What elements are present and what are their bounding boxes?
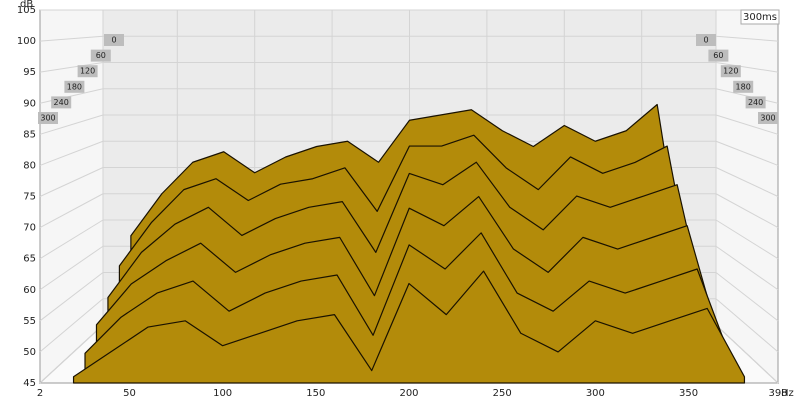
grid-line [39, 193, 104, 229]
x-axis-unit: Hz [781, 388, 794, 399]
time-label-right: 0 [703, 36, 708, 45]
y-tick-label: 75 [23, 192, 36, 203]
x-tick-label: 200 [399, 388, 418, 399]
time-label-left: 180 [67, 82, 82, 91]
time-label-left: 120 [80, 67, 95, 76]
time-label-right: 60 [713, 51, 723, 60]
grid-line [39, 35, 104, 42]
time-label-box [51, 96, 72, 109]
grid-line [715, 219, 779, 260]
y-tick-label: 95 [23, 67, 36, 78]
grid-line [39, 245, 104, 291]
grid-line [39, 167, 104, 197]
x-tick-label: 250 [493, 388, 512, 399]
time-label-box [745, 96, 766, 109]
slices [72, 103, 746, 384]
y-tick-label: 60 [23, 285, 36, 296]
time-label-box [64, 80, 85, 93]
x-tick-label: 398 [768, 388, 787, 399]
time-label-left: 60 [96, 51, 106, 60]
grid-line [39, 298, 104, 353]
time-label-box [38, 112, 58, 124]
grid-line [715, 272, 779, 322]
x-tick-label: 2 [37, 388, 43, 399]
grid-line [715, 324, 779, 384]
y-tick-label: 80 [23, 160, 36, 171]
grid-line [39, 272, 104, 322]
grid-line [715, 114, 779, 135]
time-label-right: 300 [760, 114, 775, 123]
time-label-right: 180 [736, 82, 751, 91]
time-label-left: 300 [40, 114, 55, 123]
time-label-box [77, 65, 98, 78]
time-label-box [758, 112, 778, 124]
time-window: 300ms [743, 12, 777, 23]
time-label-box [733, 80, 754, 93]
grid-line [39, 324, 104, 384]
time-label-right: 120 [723, 67, 738, 76]
grid-line [39, 62, 104, 73]
time-window-box [740, 9, 780, 25]
time-label-box [720, 65, 741, 78]
x-tick-label: 300 [586, 388, 605, 399]
time-label-box [696, 34, 716, 46]
y-tick-label: 55 [23, 316, 36, 327]
grid-line [715, 245, 779, 291]
time-label-left: 0 [111, 36, 116, 45]
x-tick-label: 350 [679, 388, 698, 399]
time-label-right: 240 [748, 98, 763, 107]
x-tick-label: 100 [213, 388, 232, 399]
y-tick-label: 70 [23, 223, 36, 234]
y-tick-label: 105 [17, 5, 36, 16]
y-tick-label: 90 [23, 98, 36, 109]
x-tick-label: 150 [306, 388, 325, 399]
y-tick-label: 50 [23, 347, 36, 358]
grid-line [715, 298, 779, 353]
grid-line [715, 167, 779, 197]
grid-line [715, 140, 779, 166]
x-tick-label: 50 [123, 388, 136, 399]
y-axis-label: dB [20, 0, 33, 10]
y-tick-label: 65 [23, 254, 36, 265]
grid-line [39, 219, 104, 260]
time-label-box [90, 49, 111, 62]
grid-line [39, 140, 104, 166]
time-label-box [708, 49, 729, 62]
grid-line [715, 35, 779, 42]
y-tick-label: 45 [23, 378, 36, 389]
y-tick-label: 100 [17, 36, 36, 47]
grid-line [39, 88, 104, 104]
grid-line [715, 193, 779, 229]
grid-line [715, 88, 779, 104]
time-label-box [104, 34, 124, 46]
grid-line [715, 62, 779, 73]
y-tick-label: 85 [23, 129, 36, 140]
grid-line [39, 114, 104, 135]
slice [72, 270, 746, 384]
time-label-left: 240 [54, 98, 69, 107]
